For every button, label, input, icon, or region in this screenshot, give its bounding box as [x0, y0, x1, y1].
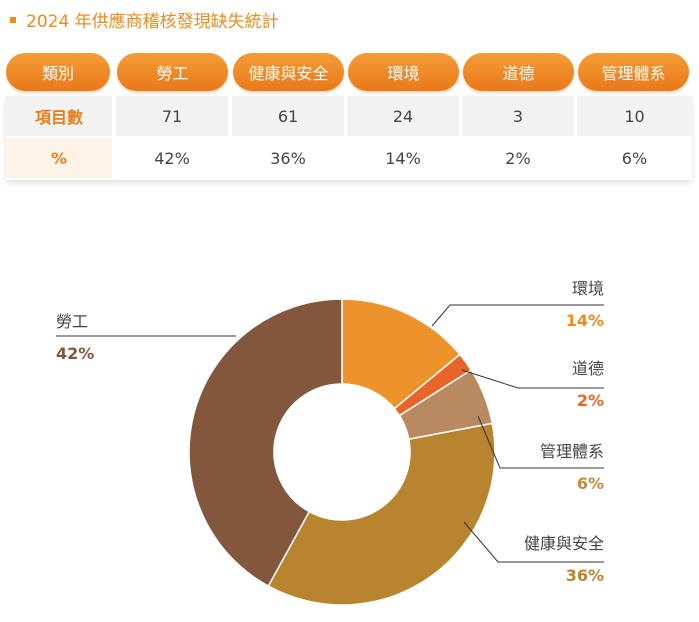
slice-name-labor: 勞工	[56, 312, 88, 331]
table-header-row: 類別 勞工 健康與安全 環境 道德 管理體系	[6, 53, 692, 91]
cell-count-labor: 71	[116, 96, 228, 136]
leader-line-health-safety	[463, 521, 604, 563]
stats-table: 類別 勞工 健康與安全 環境 道德 管理體系 項目數 71 61 24 3 10…	[6, 50, 692, 184]
slice-name-management: 管理體系	[540, 442, 604, 461]
slice-percent-health-safety: 36%	[566, 566, 604, 585]
cell-count-health-safety: 61	[232, 96, 344, 136]
cell-percent-environment: 14%	[347, 138, 459, 178]
cell-percent-labor: 42%	[116, 138, 228, 178]
header-column-management: 管理體系	[578, 53, 689, 91]
leader-line-management	[477, 415, 604, 469]
page-title: 2024 年供應商稽核發現缺失統計	[10, 6, 279, 32]
cell-count-ethics: 3	[462, 96, 574, 136]
header-column-labor: 勞工	[117, 53, 228, 91]
leader-line-ethics	[461, 369, 604, 389]
cell-percent-health-safety: 36%	[232, 138, 344, 178]
cell-count-management: 10	[577, 96, 692, 136]
slice-percent-environment: 14%	[566, 311, 604, 330]
slice-labels: 環境 14% 道德 2% 管理體系 6% 健康與安全 36% 勞工 42%	[56, 279, 604, 585]
title-bullet-icon	[10, 16, 16, 23]
title-text: 2024 年供應商稽核發現缺失統計	[26, 11, 279, 32]
slice-health-safety	[267, 422, 496, 606]
slice-percent-ethics: 2%	[577, 391, 604, 410]
slice-percent-management: 6%	[577, 474, 604, 493]
row-label-count: 項目數	[6, 96, 112, 136]
cell-percent-ethics: 2%	[462, 138, 574, 178]
cell-count-environment: 24	[347, 96, 459, 136]
leader-line-environment	[431, 304, 604, 327]
header-category-label: 類別	[6, 53, 110, 91]
slice-name-ethics: 道德	[572, 359, 604, 378]
slice-percent-labor: 42%	[56, 344, 94, 363]
donut-slices	[188, 298, 496, 606]
table-body: 項目數 71 61 24 3 10 % 42% 36% 14% 2% 6%	[6, 96, 692, 180]
slice-name-health-safety: 健康與安全	[524, 534, 604, 553]
slice-environment	[341, 298, 461, 410]
row-label-percent: %	[6, 138, 112, 178]
leader-lines	[56, 304, 604, 563]
slice-name-environment: 環境	[572, 279, 604, 298]
cell-percent-management: 6%	[577, 138, 692, 178]
header-column-ethics: 道德	[463, 53, 574, 91]
header-column-environment: 環境	[348, 53, 459, 91]
slice-labor	[188, 298, 343, 588]
header-column-health-safety: 健康與安全	[233, 53, 344, 91]
